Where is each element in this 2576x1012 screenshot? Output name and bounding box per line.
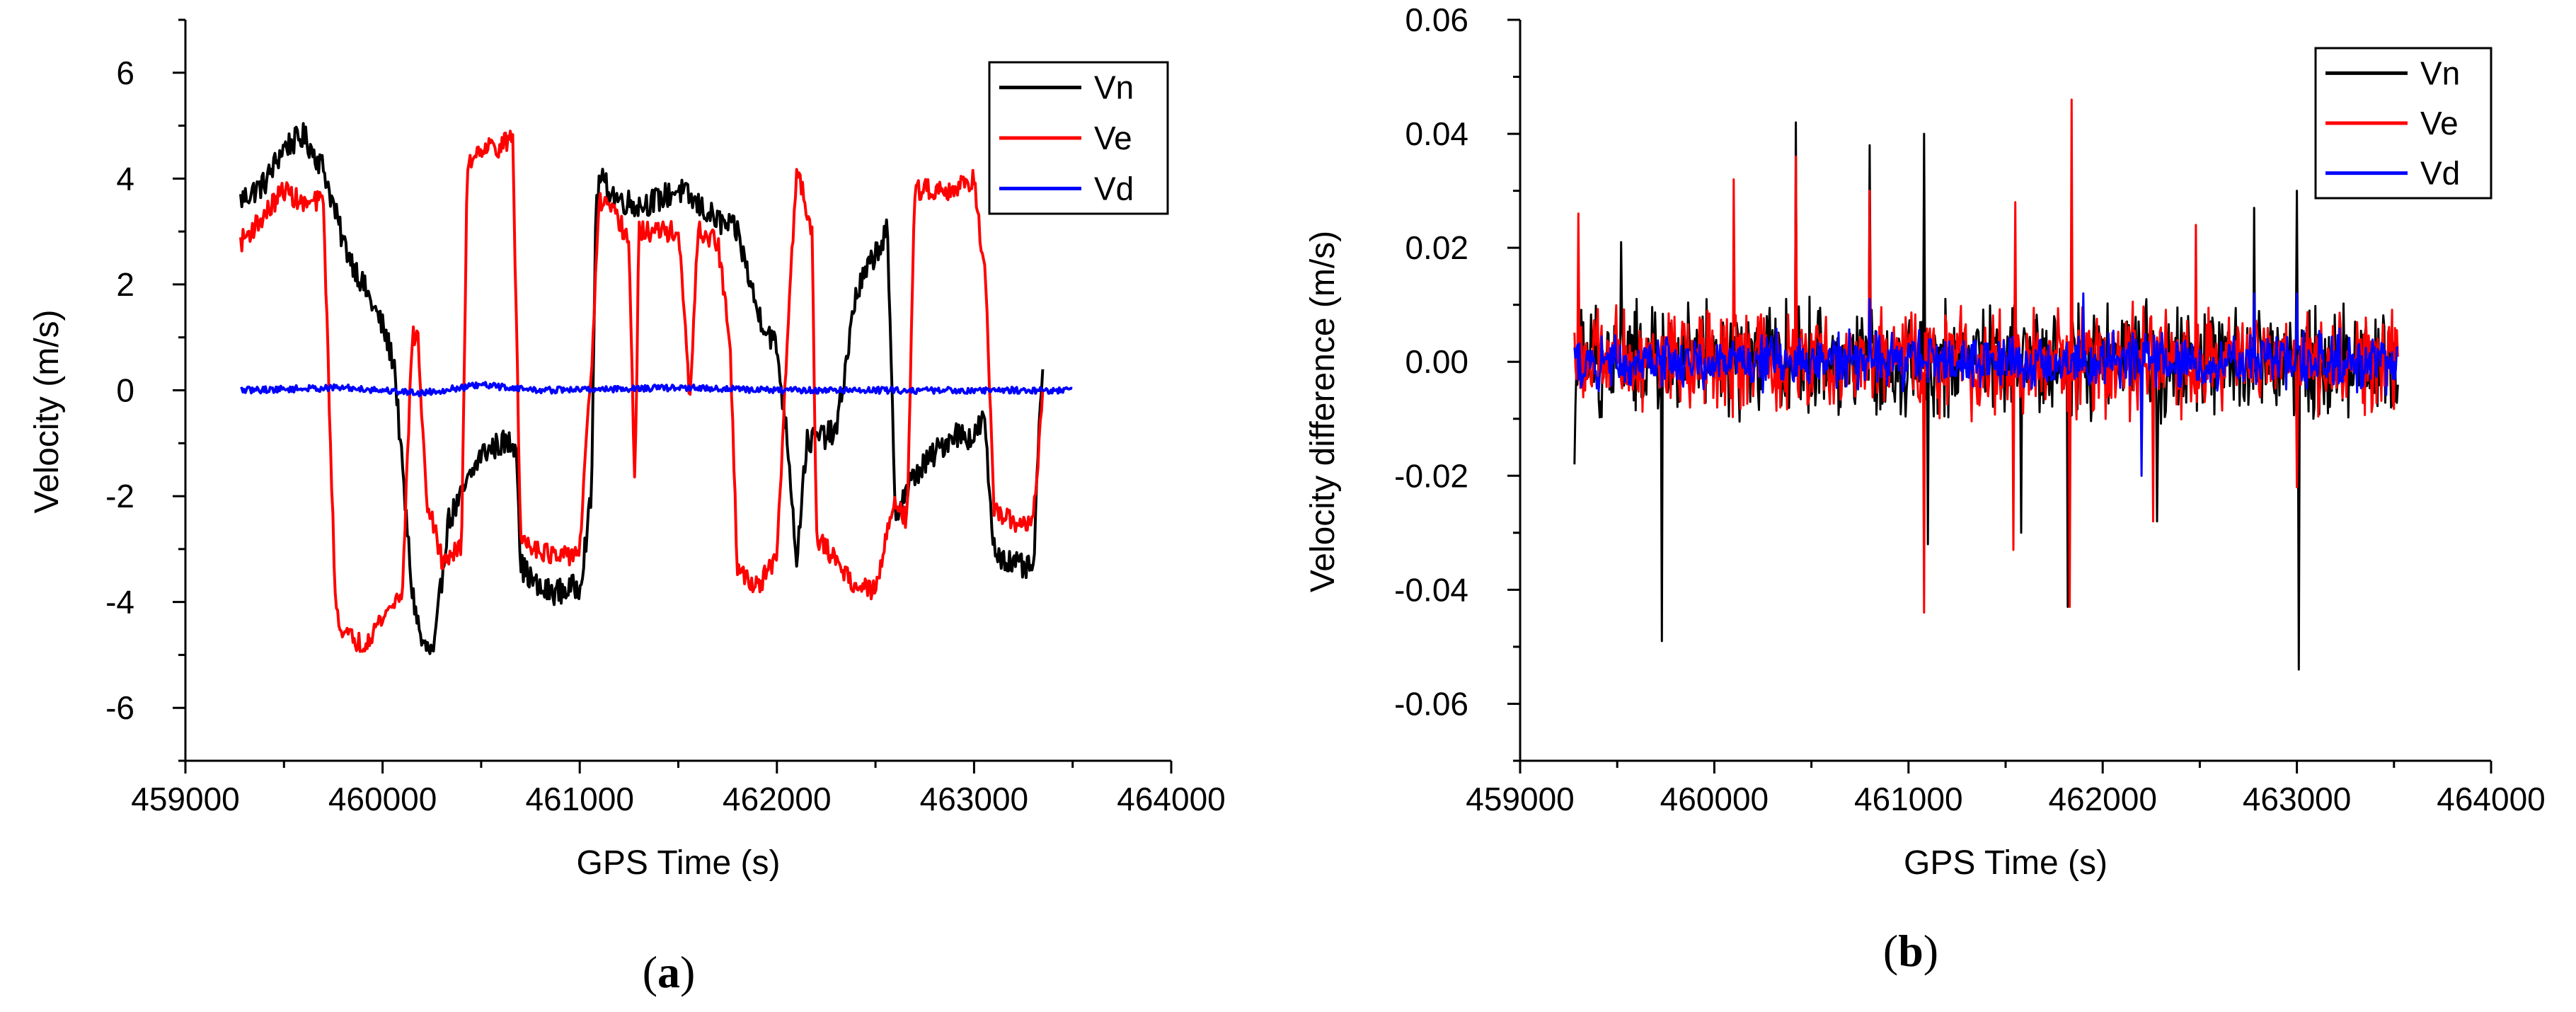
legend-label-vd: Vd bbox=[1094, 170, 1134, 207]
x-axis-title: GPS Time (s) bbox=[1904, 844, 2108, 882]
x-tick-label: 462000 bbox=[723, 781, 832, 817]
series-line-vn bbox=[1573, 121, 2399, 671]
y-tick-label: 0.02 bbox=[1405, 229, 1468, 266]
y-tick-label: 0.04 bbox=[1405, 115, 1468, 152]
x-tick-label: 463000 bbox=[920, 781, 1029, 817]
x-tick-label: 459000 bbox=[131, 781, 240, 817]
series-line-vd bbox=[1573, 292, 2399, 477]
legend-label-ve: Ve bbox=[2420, 105, 2459, 142]
legend-label-vd: Vd bbox=[2420, 155, 2460, 192]
series-line-vd bbox=[240, 381, 1073, 398]
x-tick-label: 459000 bbox=[1466, 781, 1575, 817]
y-tick-label: -0.06 bbox=[1394, 685, 1468, 722]
y-tick-label: 0.00 bbox=[1405, 343, 1468, 380]
y-axis-title: Velocity difference (m/s) bbox=[1304, 231, 1342, 592]
y-tick-label: -0.04 bbox=[1394, 571, 1468, 608]
y-tick-label: -6 bbox=[105, 689, 134, 726]
legend-label-ve: Ve bbox=[1094, 120, 1132, 156]
x-tick-label: 463000 bbox=[2243, 781, 2352, 817]
y-tick-label: -4 bbox=[105, 584, 134, 621]
legend-label-vn: Vn bbox=[1094, 69, 1134, 106]
series-line-ve bbox=[239, 130, 1045, 653]
panel-label: (a) bbox=[643, 947, 696, 997]
chart-panel-a: 459000 460000 461000 462000 463000 464000 -6 -4… bbox=[28, 18, 1226, 997]
y-tick-label: -2 bbox=[105, 478, 134, 514]
x-tick-label: 461000 bbox=[525, 781, 634, 817]
y-tick-label: 2 bbox=[116, 266, 134, 303]
plot-area bbox=[239, 122, 1073, 655]
x-tick-label: 461000 bbox=[1854, 781, 1963, 817]
plot-area bbox=[1573, 98, 2399, 671]
y-tick-label: 4 bbox=[116, 160, 134, 197]
y-tick-label: 0.06 bbox=[1405, 1, 1468, 38]
chart-panel-b: 459000 460000 461000 462000 463000 464000 -0.0… bbox=[1304, 1, 2546, 976]
legend-label-vn: Vn bbox=[2420, 54, 2460, 91]
x-tick-label: 460000 bbox=[328, 781, 437, 817]
y-axis-title: Velocity (m/s) bbox=[28, 309, 66, 513]
y-tick-label: 0 bbox=[116, 372, 134, 409]
x-tick-label: 460000 bbox=[1660, 781, 1769, 817]
panel-label: (b) bbox=[1883, 926, 1938, 976]
y-tick-label: 6 bbox=[116, 54, 134, 91]
x-tick-label: 464000 bbox=[2437, 781, 2546, 817]
legend: Vn Ve Vd bbox=[2314, 47, 2492, 200]
legend: Vn Ve Vd bbox=[988, 61, 1169, 215]
x-tick-label: 464000 bbox=[1117, 781, 1226, 817]
y-tick-label: -0.02 bbox=[1394, 457, 1468, 494]
x-tick-label: 462000 bbox=[2048, 781, 2157, 817]
x-axis-title: GPS Time (s) bbox=[576, 844, 780, 882]
